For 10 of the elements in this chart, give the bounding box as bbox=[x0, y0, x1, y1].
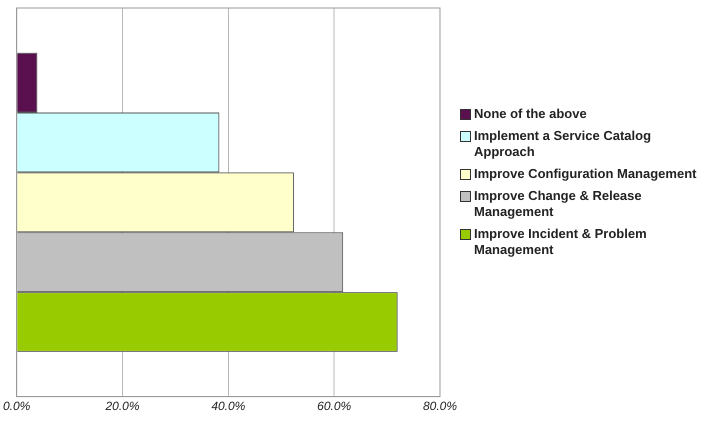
x-tick-label: 0.0% bbox=[2, 399, 31, 414]
legend-label: Improve Configuration Management bbox=[474, 166, 696, 182]
x-tick-label: 20.0% bbox=[104, 399, 140, 414]
legend-label: Improve Change & Release Management bbox=[474, 188, 643, 220]
legend-label: None of the above bbox=[474, 106, 587, 122]
x-tick-label: 40.0% bbox=[211, 399, 246, 414]
legend-label: Implement a Service Catalog Approach bbox=[474, 128, 652, 160]
x-tick-label: 60.0% bbox=[317, 399, 352, 414]
legend-label: Improve Incident & Problem Management bbox=[474, 226, 648, 258]
x-tick-label: 80.0% bbox=[422, 399, 458, 414]
